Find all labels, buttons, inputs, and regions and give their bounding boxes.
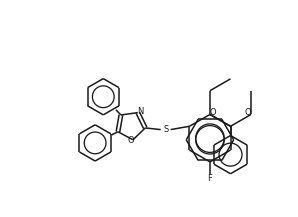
Text: O: O [127,136,134,145]
Text: S: S [163,125,168,134]
Text: O: O [244,108,251,117]
Text: N: N [137,107,143,117]
Text: F: F [207,174,212,183]
Text: O: O [210,108,217,117]
